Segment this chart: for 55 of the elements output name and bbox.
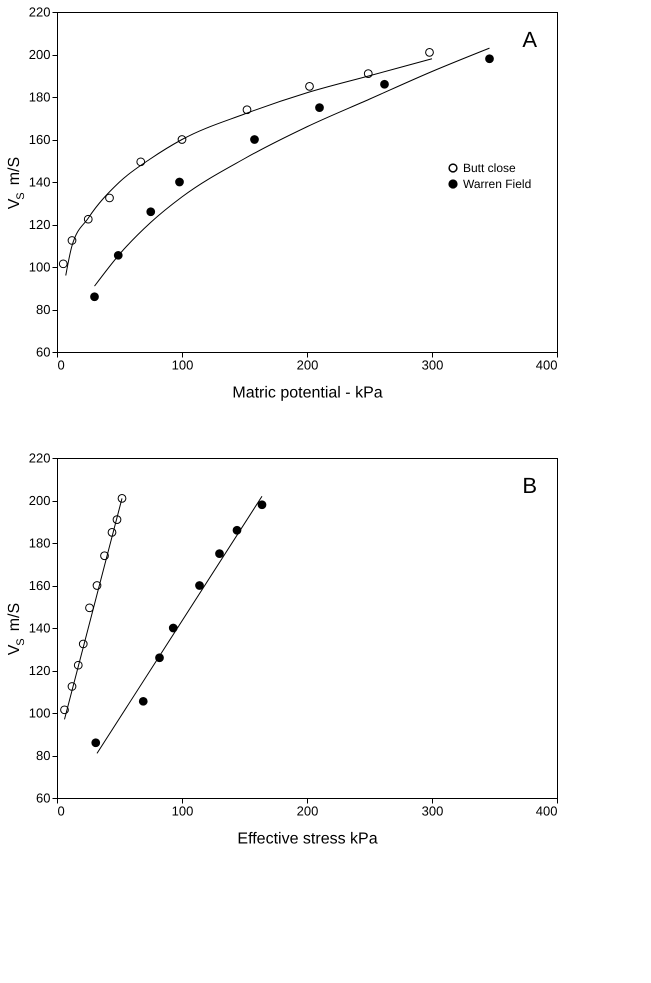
- point: [175, 178, 184, 186]
- point: [425, 48, 434, 57]
- x-tick-label: 400: [536, 358, 558, 372]
- x-tick-label: 300: [422, 804, 444, 818]
- y-tick-label: 220: [28, 450, 50, 466]
- y-tick-label: 200: [28, 493, 50, 508]
- y-tick-label: 120: [28, 663, 50, 678]
- y-tick-label: 160: [28, 132, 50, 147]
- x-tick-label: 300: [422, 358, 444, 372]
- x-tick-label: 0: [58, 804, 65, 818]
- point: [485, 54, 494, 64]
- point: [138, 696, 148, 706]
- point: [105, 194, 114, 202]
- point: [90, 292, 99, 302]
- point: [85, 603, 94, 612]
- x-tick-label: 100: [172, 804, 194, 818]
- x-tick-label: 100: [172, 358, 194, 372]
- y-tick-label: 80: [36, 302, 50, 317]
- x-axis-title: Matric potential - kPa: [232, 384, 383, 402]
- y-tick-label: 80: [36, 748, 50, 763]
- x-axis-title: Effective stress kPa: [237, 830, 378, 848]
- y-tick-label: 60: [36, 790, 50, 806]
- point: [305, 82, 314, 91]
- point: [118, 494, 126, 503]
- point: [146, 207, 156, 216]
- y-tick-label: 220: [28, 4, 50, 20]
- point: [168, 624, 178, 632]
- legend-label: Butt close: [463, 161, 516, 175]
- x-tick-label: 400: [536, 804, 558, 818]
- legend-label: Warren Field: [463, 177, 532, 191]
- point: [258, 500, 266, 510]
- x-tick-label: 200: [296, 358, 318, 372]
- point: [215, 549, 224, 558]
- point: [58, 259, 68, 268]
- point: [315, 103, 324, 112]
- y-tick-label: 160: [28, 578, 50, 593]
- x-tick-label: 200: [296, 804, 318, 818]
- y-tick-label: 140: [28, 620, 50, 636]
- y-tick-label: 100: [28, 260, 50, 274]
- point: [250, 135, 259, 144]
- point: [380, 80, 389, 89]
- point: [91, 738, 100, 748]
- y-tick-label: 120: [28, 217, 50, 232]
- y-tick-label: 60: [36, 344, 50, 360]
- y-axis-title: VS m/S: [6, 602, 27, 656]
- y-tick-label: 200: [28, 47, 50, 62]
- y-tick-label: 100: [28, 706, 50, 720]
- point: [195, 581, 204, 590]
- y-tick-label: 180: [28, 90, 50, 104]
- y-axis-title: VS m/S: [6, 156, 27, 210]
- annotation: B: [522, 473, 537, 498]
- y-tick-label: 140: [28, 174, 50, 190]
- y-tick-label: 180: [28, 536, 50, 550]
- x-tick-label: 0: [58, 358, 65, 372]
- annotation: A: [522, 27, 538, 52]
